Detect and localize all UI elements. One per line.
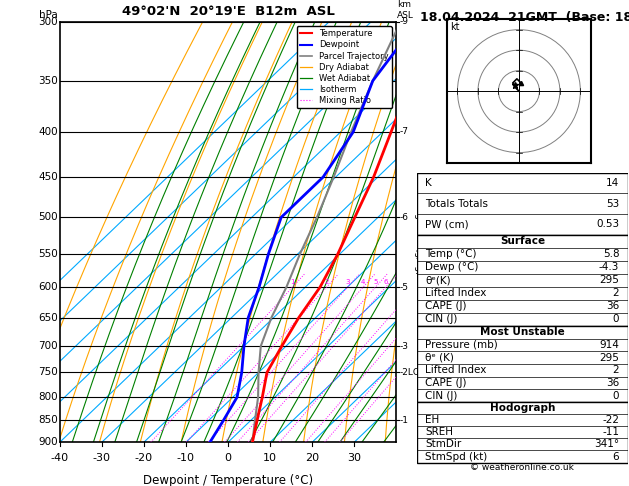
- Text: 0.53: 0.53: [596, 219, 620, 229]
- Text: CAPE (J): CAPE (J): [425, 378, 467, 388]
- Text: 550: 550: [38, 249, 58, 259]
- Text: kt: kt: [450, 22, 460, 32]
- Text: 1: 1: [290, 279, 295, 285]
- Text: -20: -20: [135, 453, 153, 463]
- Text: -22: -22: [603, 415, 620, 425]
- Text: 850: 850: [38, 416, 58, 425]
- Bar: [417, 173, 628, 235]
- Text: 5.8: 5.8: [603, 249, 620, 260]
- Text: 10: 10: [263, 453, 277, 463]
- Text: 350: 350: [38, 76, 58, 86]
- Text: -4.3: -4.3: [599, 262, 620, 272]
- Text: Dewpoint / Temperature (°C): Dewpoint / Temperature (°C): [143, 474, 313, 486]
- Text: -5: -5: [399, 282, 409, 292]
- Text: EH: EH: [425, 415, 440, 425]
- Text: 500: 500: [38, 212, 58, 222]
- Text: -1: -1: [399, 416, 409, 425]
- Text: © weatheronline.co.uk: © weatheronline.co.uk: [470, 463, 574, 472]
- Text: 700: 700: [38, 341, 58, 351]
- Text: 400: 400: [38, 127, 58, 137]
- Text: PW (cm): PW (cm): [425, 219, 469, 229]
- Text: 49°02'N  20°19'E  B12m  ASL: 49°02'N 20°19'E B12m ASL: [121, 5, 335, 17]
- Text: K: K: [425, 178, 432, 188]
- Bar: [417, 235, 628, 326]
- Text: 650: 650: [38, 312, 58, 323]
- Text: -40: -40: [51, 453, 69, 463]
- Text: 300: 300: [38, 17, 58, 27]
- Text: 18.04.2024  21GMT  (Base: 18): 18.04.2024 21GMT (Base: 18): [420, 11, 629, 24]
- Text: CIN (J): CIN (J): [425, 391, 458, 400]
- Text: -2LCL: -2LCL: [399, 368, 425, 377]
- Text: 900: 900: [38, 437, 58, 447]
- Text: 800: 800: [38, 392, 58, 402]
- Text: Lifted Index: Lifted Index: [425, 365, 487, 375]
- Text: 295: 295: [599, 352, 620, 363]
- Text: 0: 0: [225, 453, 231, 463]
- Text: hPa: hPa: [40, 10, 58, 20]
- Text: 295: 295: [599, 276, 620, 285]
- Text: 450: 450: [38, 172, 58, 182]
- Text: 6: 6: [613, 451, 620, 462]
- Bar: [417, 402, 628, 463]
- Text: 6: 6: [384, 279, 388, 285]
- Text: Surface: Surface: [500, 236, 545, 246]
- Text: SREH: SREH: [425, 427, 454, 437]
- Text: 14: 14: [606, 178, 620, 188]
- Text: -6: -6: [399, 213, 409, 222]
- Text: 5: 5: [373, 279, 377, 285]
- Text: 600: 600: [38, 282, 58, 292]
- Text: Hodograph: Hodograph: [490, 403, 555, 413]
- Text: 36: 36: [606, 301, 620, 312]
- Text: θᵉ(K): θᵉ(K): [425, 276, 451, 285]
- Text: Temp (°C): Temp (°C): [425, 249, 477, 260]
- Text: θᵉ (K): θᵉ (K): [425, 352, 454, 363]
- Text: -7: -7: [399, 127, 409, 137]
- Text: 20: 20: [305, 453, 319, 463]
- Text: Mixing Ratio (g/kg): Mixing Ratio (g/kg): [414, 189, 423, 275]
- Text: -11: -11: [603, 427, 620, 437]
- Text: 30: 30: [347, 453, 361, 463]
- Text: 36: 36: [606, 378, 620, 388]
- Text: km
ASL: km ASL: [397, 0, 414, 20]
- Text: Totals Totals: Totals Totals: [425, 199, 489, 208]
- Text: 341°: 341°: [594, 439, 620, 450]
- Text: 4: 4: [361, 279, 365, 285]
- Bar: [417, 326, 628, 402]
- Text: -30: -30: [93, 453, 111, 463]
- Text: Pressure (mb): Pressure (mb): [425, 340, 498, 350]
- Text: 0: 0: [613, 391, 620, 400]
- Text: 2: 2: [613, 365, 620, 375]
- Text: Lifted Index: Lifted Index: [425, 288, 487, 298]
- Text: Most Unstable: Most Unstable: [480, 327, 565, 337]
- Text: 750: 750: [38, 367, 58, 378]
- Text: CAPE (J): CAPE (J): [425, 301, 467, 312]
- Legend: Temperature, Dewpoint, Parcel Trajectory, Dry Adiabat, Wet Adiabat, Isotherm, Mi: Temperature, Dewpoint, Parcel Trajectory…: [297, 26, 392, 108]
- Text: Dewp (°C): Dewp (°C): [425, 262, 479, 272]
- Text: -10: -10: [177, 453, 195, 463]
- Text: -9: -9: [399, 17, 409, 26]
- Text: 0: 0: [613, 314, 620, 325]
- Text: CIN (J): CIN (J): [425, 314, 458, 325]
- Text: 914: 914: [599, 340, 620, 350]
- Text: 53: 53: [606, 199, 620, 208]
- Text: 2: 2: [613, 288, 620, 298]
- Text: StmSpd (kt): StmSpd (kt): [425, 451, 487, 462]
- Text: 2: 2: [325, 279, 329, 285]
- Text: 3: 3: [345, 279, 350, 285]
- Text: StmDir: StmDir: [425, 439, 462, 450]
- Text: -3: -3: [399, 342, 409, 350]
